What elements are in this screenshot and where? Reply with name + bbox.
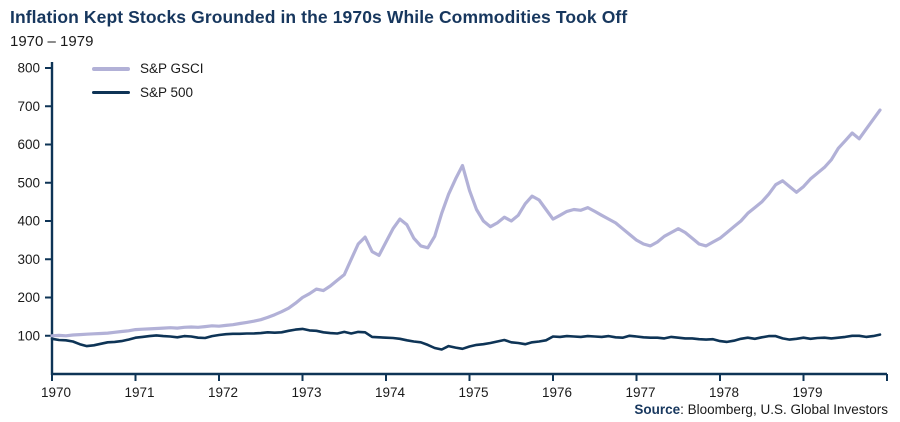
legend-label-sp-gsci: S&P GSCI bbox=[140, 61, 204, 76]
x-axis-label: 1970 bbox=[41, 385, 71, 400]
y-axis-label: 300 bbox=[17, 252, 40, 267]
legend-item-sp-500: S&P 500 bbox=[92, 85, 204, 100]
x-axis-label: 1973 bbox=[291, 385, 321, 400]
x-axis-label: 1972 bbox=[208, 385, 238, 400]
x-axis-label: 1971 bbox=[124, 385, 154, 400]
y-axis-label: 800 bbox=[17, 61, 40, 76]
series-line-s-p-gsci bbox=[50, 108, 882, 338]
legend-label-sp-500: S&P 500 bbox=[140, 85, 194, 100]
chart-title: Inflation Kept Stocks Grounded in the 19… bbox=[10, 7, 628, 27]
source-attribution: Source: Bloomberg, U.S. Global Investors bbox=[634, 402, 888, 417]
legend-item-sp-gsci: S&P GSCI bbox=[92, 61, 204, 76]
x-axis-label: 1976 bbox=[542, 385, 572, 400]
y-axis-label: 100 bbox=[17, 328, 40, 343]
source-text: : Bloomberg, U.S. Global Investors bbox=[680, 402, 888, 417]
x-axis-label: 1975 bbox=[458, 385, 488, 400]
y-axis-label: 200 bbox=[17, 290, 40, 305]
y-axis-label: 400 bbox=[17, 214, 40, 229]
legend-swatch-sp-gsci bbox=[92, 66, 130, 71]
x-axis-label: 1979 bbox=[792, 385, 822, 400]
source-label: Source bbox=[634, 402, 681, 417]
y-axis-label: 600 bbox=[17, 137, 40, 152]
legend-swatch-sp-500 bbox=[92, 90, 130, 95]
y-axis-label: 700 bbox=[17, 99, 40, 114]
x-axis-label: 1974 bbox=[375, 385, 406, 400]
chart-subtitle: 1970 – 1979 bbox=[10, 33, 94, 50]
y-axis-label: 500 bbox=[17, 175, 40, 190]
x-axis-label: 1978 bbox=[709, 385, 739, 400]
legend: S&P GSCI S&P 500 bbox=[92, 61, 204, 100]
series-line-s-p-500 bbox=[50, 327, 882, 351]
x-axis-label: 1977 bbox=[625, 385, 655, 400]
